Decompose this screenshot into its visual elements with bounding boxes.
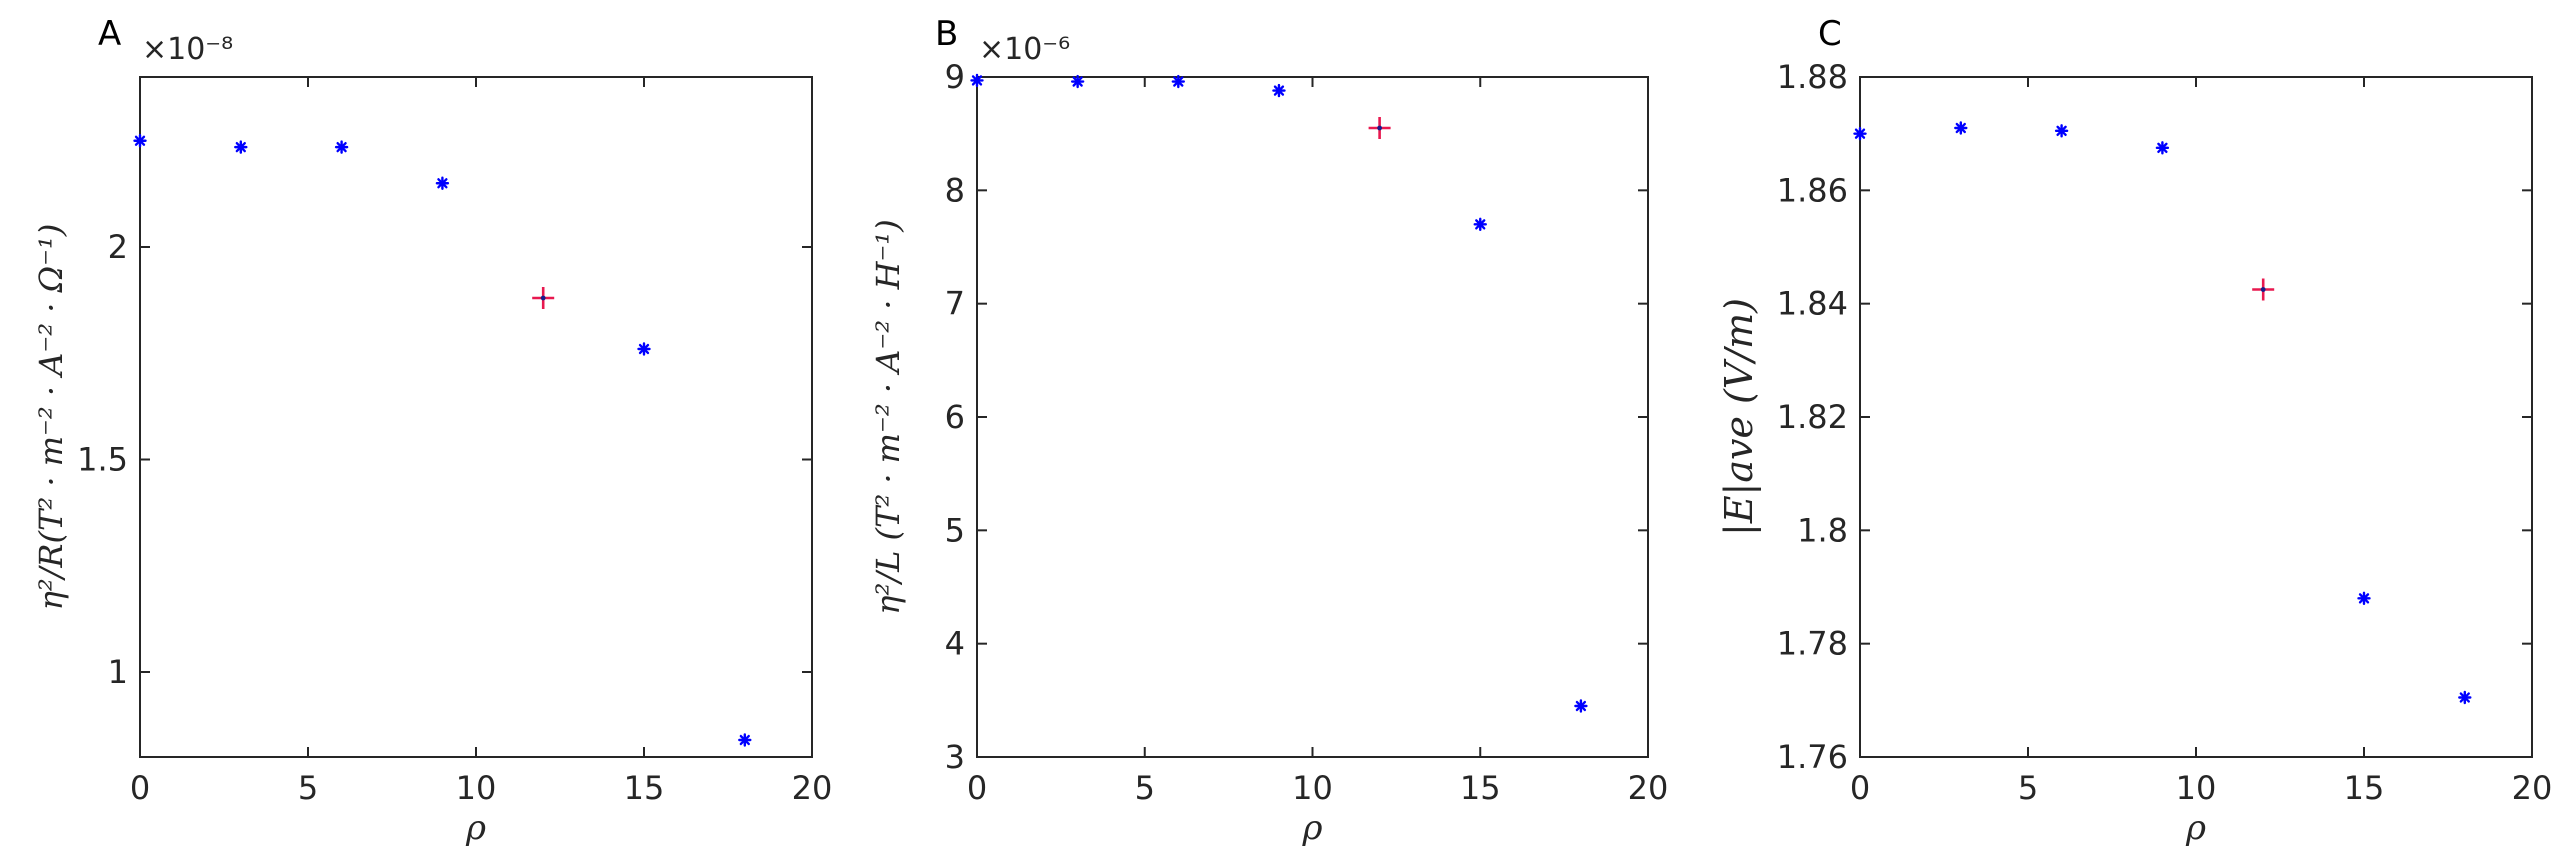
x-tick-label: 10 [1292,769,1333,807]
y-tick-label: 1.82 [1777,398,1848,436]
y-tick-label: 1 [108,653,128,691]
panel-b: B ×10⁻⁶ 0 5 10 15 20 3 4 5 6 7 8 9 ρ η²/L (T² · m⁻² · A… [869,14,1668,848]
data-point [637,342,651,356]
data-point [1272,83,1286,98]
highlight-point [2252,278,2275,301]
y-tick-label: 1.8 [1797,511,1848,549]
data-point [133,134,147,148]
y-tick-label: 1.76 [1777,738,1848,776]
x-axis-label: ρ [465,808,486,848]
x-axis-label: ρ [2185,808,2206,848]
data-point [1954,121,1968,135]
x-tick-label: 0 [130,769,150,807]
y-tick-label: 6 [945,398,965,436]
panel-letter: A [98,14,121,54]
exponent-label: ×10⁻⁶ [979,32,1070,67]
data-point [1853,126,1867,141]
data-point [334,140,349,154]
y-tick-label: 1.86 [1777,171,1848,209]
x-tick-label: 0 [967,769,987,807]
data-point [1171,74,1186,89]
data-point [435,176,450,190]
data-point [1070,74,1085,89]
x-tick-label: 5 [1135,769,1155,807]
highlight-point [532,287,555,309]
x-tick-label: 10 [2176,769,2217,807]
y-tick-label: 9 [945,58,965,96]
data-point [2054,124,2069,138]
y-tick-label: 3 [945,738,965,776]
data-point [1574,699,1588,713]
exponent-label: ×10⁻⁸ [142,32,233,67]
y-tick-label: 2 [108,228,128,266]
data-point [970,73,984,88]
x-tick-label: 20 [792,769,833,807]
x-tick-label: 0 [1850,769,1870,807]
panel-letter: C [1818,14,1842,54]
y-tick-label: 1.78 [1777,625,1848,663]
data-point [738,733,752,747]
data-point [234,140,248,154]
y-tick-label: 8 [945,171,965,209]
data-point [1473,217,1487,232]
y-axis-label: η²/L (T² · m⁻² · A⁻² · H⁻¹) [869,219,907,614]
y-tick-label: 5 [945,511,965,549]
y-axis-label: |E|ave (V/m) [1717,298,1761,536]
y-tick-label: 1.88 [1777,58,1848,96]
x-tick-label: 5 [298,769,318,807]
x-tick-label: 15 [624,769,665,807]
x-axis-label: ρ [1302,808,1323,848]
x-tick-label: 10 [456,769,497,807]
y-tick-label: 7 [945,285,965,323]
y-tick-label: 1.84 [1777,285,1848,323]
axes-box [976,76,1649,758]
x-tick-label: 20 [1628,769,1669,807]
data-point [2155,141,2170,155]
data-point [2357,591,2371,606]
axes-box [139,76,813,758]
axes-box [1859,76,2533,758]
x-tick-label: 20 [2512,769,2553,807]
x-tick-label: 15 [1460,769,1501,807]
x-tick-label: 5 [2018,769,2038,807]
highlight-point [1368,117,1391,139]
y-tick-label: 1.5 [77,441,128,479]
panel-c: C 0 5 10 15 20 1.76 1.78 1.8 1.82 1.84 1.86 1.88 ρ |E|… [1717,14,2552,848]
y-tick-label: 4 [945,625,965,663]
panel-a: A ×10⁻⁸ 0 5 10 15 20 1 1.5 2 ρ η²/R(T² · m⁻² · A⁻² … [32,14,832,848]
x-tick-label: 15 [2344,769,2385,807]
y-axis-label: η²/R(T² · m⁻² · A⁻² · Ω⁻¹) [32,224,70,611]
panel-letter: B [935,14,958,54]
data-point [2458,690,2472,705]
